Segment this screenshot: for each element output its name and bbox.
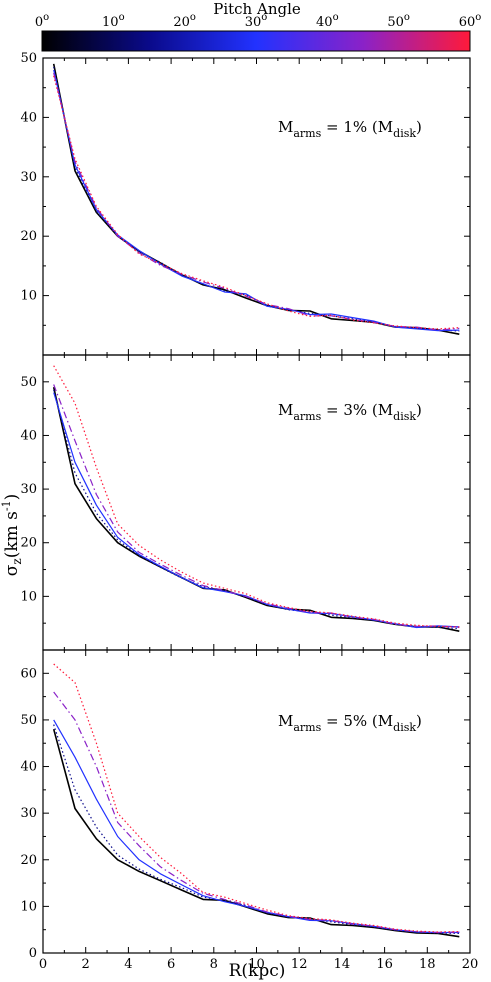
x-tick-label: 20 [462, 957, 479, 972]
colorbar-tick-label: 30o [245, 12, 268, 30]
y-tick-label: 40 [20, 428, 37, 443]
y-tick-label: 50 [20, 51, 37, 66]
y-tick-label: 10 [20, 899, 37, 914]
x-axis-label: R(kpc) [229, 961, 286, 981]
x-tick-label: 10 [248, 957, 265, 972]
y-tick-label: 30 [20, 482, 37, 497]
y-tick-label: 10 [20, 289, 37, 304]
colorbar-tick-label: 10o [102, 12, 125, 30]
series-line [53, 724, 460, 934]
x-tick-label: 18 [419, 957, 436, 972]
colorbar: Pitch Angle 0o 10o 20o 30o 40o 50o 60o [35, 0, 482, 52]
x-tick-label: 4 [124, 957, 132, 972]
x-tick-label: 16 [376, 957, 393, 972]
mass-annotation: Marms = 3% (Mdisk) [278, 401, 422, 423]
y-tick-label: 0 [29, 946, 37, 961]
y-axis-label: σz(km s-1) [0, 494, 24, 576]
series-line [53, 719, 460, 934]
series-line [53, 365, 460, 628]
plot-frame [42, 649, 471, 954]
y-tick-label: 50 [20, 375, 37, 390]
series-line [53, 75, 460, 330]
mass-annotation: Marms = 5% (Mdisk) [278, 712, 422, 734]
series-line [53, 392, 460, 629]
y-tick-label: 30 [20, 806, 37, 821]
x-tick-label: 14 [334, 957, 351, 972]
series-line [53, 66, 460, 332]
series-line [53, 663, 460, 933]
colorbar-tick-label: 0o [35, 12, 49, 30]
colorbar-tick-label: 50o [387, 12, 410, 30]
colorbar-tick-label: 60o [459, 12, 482, 30]
series-line [53, 389, 460, 630]
plot-frame [42, 354, 471, 651]
series-line [52, 63, 460, 335]
x-tick-label: 12 [291, 957, 308, 972]
y-tick-label: 20 [20, 536, 37, 551]
y-tick-label: 40 [20, 760, 37, 775]
y-tick-label: 30 [20, 170, 37, 185]
colorbar-gradient [41, 30, 471, 52]
x-tick-label: 2 [82, 957, 90, 972]
panel-middle: 10 20 30 40 50 Marms = 3% (Mdisk) [20, 354, 471, 651]
series-line [53, 69, 460, 332]
series-line [52, 728, 460, 938]
panel-top: 10 20 30 40 50 Marms = 1% (Mdisk) [20, 51, 471, 356]
colorbar-tick-label: 40o [316, 12, 339, 30]
y-tick-label: 60 [20, 666, 37, 681]
series-line [53, 384, 460, 629]
y-tick-label: 20 [20, 229, 37, 244]
series-line [52, 387, 460, 632]
x-tick-label: 8 [210, 957, 218, 972]
colorbar-title: Pitch Angle [213, 0, 301, 18]
y-tick-label: 50 [20, 713, 37, 728]
y-tick-label: 10 [20, 589, 37, 604]
plot-frame [42, 57, 471, 356]
y-tick-label: 40 [20, 110, 37, 125]
panel-bottom: 0 10 20 30 40 50 60 0 2 4 6 8 10 12 14 16 18 20 Marms = 5%… [20, 649, 479, 972]
x-tick-label: 6 [167, 957, 175, 972]
x-tick-label: 0 [39, 957, 47, 972]
y-tick-label: 20 [20, 853, 37, 868]
series-line [53, 72, 460, 331]
colorbar-tick-label: 20o [173, 12, 196, 30]
mass-annotation: Marms = 1% (Mdisk) [278, 118, 422, 140]
series-line [53, 691, 460, 934]
